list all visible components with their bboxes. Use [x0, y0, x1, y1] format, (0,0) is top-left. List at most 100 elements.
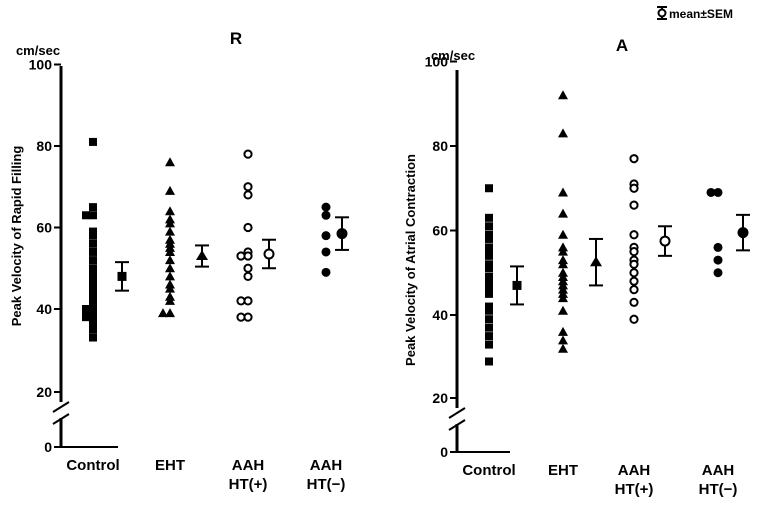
data-point-square	[485, 340, 493, 349]
data-point-open-circle	[243, 263, 253, 273]
plot-marks	[485, 90, 750, 366]
legend-label: mean±SEM	[669, 7, 733, 21]
data-point-triangle	[558, 305, 568, 315]
data-point-square	[89, 296, 97, 305]
data-point-square	[82, 309, 90, 318]
data-point-square	[485, 213, 493, 222]
data-point-open-circle	[236, 296, 246, 306]
data-point-triangle	[165, 255, 175, 265]
data-point-triangle	[165, 246, 175, 256]
data-point-square	[485, 247, 493, 256]
y-tick-label: 80	[36, 138, 52, 154]
data-point-triangle	[165, 283, 175, 293]
data-point-filled-circle	[706, 187, 716, 197]
data-point-square	[89, 309, 97, 318]
y-tick-label: 60	[36, 220, 52, 236]
data-point-square	[485, 272, 493, 281]
data-point-open-circle	[629, 183, 639, 193]
data-point-square	[89, 292, 97, 301]
category-label: EHT	[548, 462, 578, 479]
data-point-open-circle	[243, 271, 253, 281]
data-point-square	[89, 227, 97, 236]
data-point-filled-circle	[713, 242, 723, 252]
data-point-triangle	[165, 206, 175, 216]
data-point-square	[82, 305, 90, 313]
data-point-square	[485, 222, 493, 231]
data-point-square	[89, 256, 97, 265]
data-point-square	[89, 333, 97, 342]
data-point-triangle	[165, 263, 175, 273]
y-axis-label: Peak Velocity of Atrial Contraction	[403, 154, 418, 366]
data-point-filled-circle	[713, 255, 723, 265]
chart-panel-a: A cm/sec Peak Velocity of Atrial Contrac…	[403, 36, 750, 498]
data-point-open-circle	[236, 312, 246, 322]
y-tick-label: 100	[29, 57, 53, 73]
y-tick-label: 40	[36, 301, 52, 317]
data-point-triangle	[158, 308, 168, 318]
data-point-triangle	[558, 229, 568, 239]
data-point-square	[89, 231, 97, 240]
data-point-triangle	[165, 157, 175, 167]
data-point-open-circle	[243, 149, 253, 159]
data-point-square	[82, 313, 90, 322]
category-label: Control	[66, 457, 119, 474]
y-tick-label: 20	[432, 390, 448, 406]
legend-errorbar-icon	[657, 6, 667, 20]
mean-marker	[659, 235, 671, 247]
category-label: AAH HT(−)	[699, 462, 738, 498]
data-point-open-circle	[629, 268, 639, 278]
data-point-triangle	[165, 185, 175, 195]
data-point-open-circle	[236, 251, 246, 261]
data-point-square	[89, 239, 97, 248]
y-unit-label: cm/sec	[16, 43, 60, 58]
y-tick-label: 40	[432, 307, 448, 323]
data-point-square	[89, 268, 97, 277]
data-point-open-circle	[243, 182, 253, 192]
data-point-filled-circle	[321, 267, 331, 277]
y-tick-label: 100	[425, 54, 449, 70]
y-tick-label: 0	[440, 444, 448, 460]
data-point-triangle	[165, 271, 175, 281]
data-point-square	[485, 234, 493, 243]
data-point-square	[89, 317, 97, 326]
data-point-square	[89, 276, 97, 285]
data-point-triangle	[558, 208, 568, 218]
axis-break-mark	[52, 401, 70, 425]
data-point-filled-circle	[321, 202, 331, 212]
y-axis-label: Peak Velocity of Rapid Filling	[9, 146, 24, 327]
data-point-square	[485, 277, 493, 286]
data-point-square	[89, 203, 97, 212]
y-tick-label: 80	[432, 138, 448, 154]
plot-marks	[82, 137, 349, 342]
y-tick-label: 0	[44, 439, 52, 455]
data-point-triangle	[165, 226, 175, 236]
mean-marker	[590, 256, 602, 267]
category-label: AAH HT(+)	[615, 462, 654, 498]
data-point-open-circle	[629, 314, 639, 324]
data-point-square	[89, 272, 97, 281]
data-point-square	[89, 137, 97, 146]
x-categories: Control EHT AAH HT(+) AAH HT(−)	[462, 462, 737, 498]
data-point-open-circle	[629, 297, 639, 307]
data-point-open-circle	[629, 247, 639, 257]
data-point-triangle	[558, 343, 568, 353]
data-point-filled-circle	[713, 187, 723, 197]
data-point-triangle	[558, 187, 568, 197]
data-point-filled-circle	[321, 247, 331, 257]
data-point-open-circle	[629, 259, 639, 269]
data-point-square	[485, 230, 493, 239]
chart-title: A	[616, 36, 628, 55]
data-point-triangle	[165, 295, 175, 305]
data-point-square	[485, 260, 493, 269]
data-point-square	[485, 184, 493, 193]
data-point-open-circle	[629, 230, 639, 240]
data-point-square	[485, 243, 493, 252]
data-point-triangle	[558, 259, 568, 269]
data-point-square	[89, 288, 97, 297]
data-point-square	[485, 357, 493, 366]
mean-marker	[196, 250, 208, 261]
category-label: EHT	[155, 457, 185, 474]
data-point-square	[89, 247, 97, 256]
mean-marker	[263, 248, 275, 260]
mean-marker	[117, 271, 127, 281]
